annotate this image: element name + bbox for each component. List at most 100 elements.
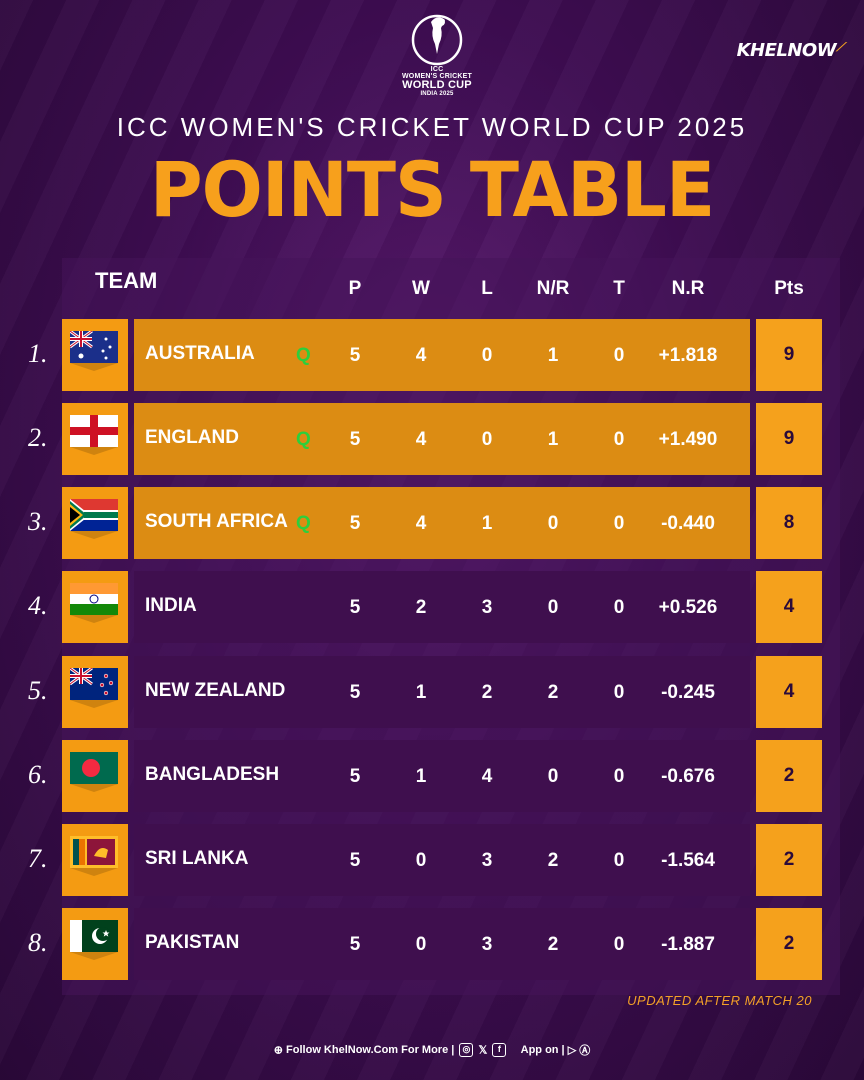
cell-points: 4: [756, 571, 822, 643]
header-no-result: N/R: [536, 278, 570, 299]
cell-won: 4: [415, 345, 427, 366]
cell-points: 2: [756, 740, 822, 812]
cell-tied: 0: [613, 682, 625, 703]
cell-lost: 0: [481, 345, 493, 366]
app-store-icon[interactable]: Ⓐ: [579, 1045, 591, 1057]
rank: 3.: [28, 507, 48, 536]
cell-lost: 2: [481, 682, 493, 703]
header-points: Pts: [774, 278, 804, 299]
rank: 7.: [28, 844, 48, 873]
cell-points: 4: [756, 656, 822, 728]
cell-tied: 0: [613, 597, 625, 618]
instagram-icon[interactable]: ◎: [459, 1043, 474, 1057]
cell-points: 2: [756, 908, 822, 980]
updated-note: UPDATED AFTER MATCH 20: [627, 993, 812, 1008]
cell-won: 1: [415, 682, 427, 703]
cell-tied: 0: [613, 429, 625, 450]
table-row: [134, 824, 750, 896]
swoosh-icon: ⟋: [836, 40, 844, 54]
cell-tied: 0: [613, 934, 625, 955]
icc-logo: ICC WOMEN'S CRICKET WORLD CUP INDIA 2025: [392, 10, 482, 97]
flag-box: [62, 571, 128, 643]
rank: 6.: [28, 760, 48, 789]
cell-lost: 1: [481, 513, 493, 534]
cell-no-result: 1: [547, 429, 559, 450]
south-africa-flag-icon: [70, 499, 118, 531]
cell-won: 2: [415, 597, 427, 618]
team-name: SOUTH AFRICA: [145, 511, 288, 532]
team-name: NEW ZEALAND: [145, 680, 286, 701]
header-tied: T: [613, 278, 625, 299]
cell-lost: 3: [481, 597, 493, 618]
cell-nrr: -1.564: [661, 850, 715, 871]
flag-box: [62, 740, 128, 812]
bangladesh-flag-icon: [70, 752, 118, 784]
logo-icc: ICC: [430, 66, 444, 73]
cell-played: 5: [349, 766, 361, 787]
rank: 2.: [28, 423, 48, 452]
cell-played: 5: [349, 934, 361, 955]
rank: 4.: [28, 591, 48, 620]
facebook-icon[interactable]: f: [492, 1043, 507, 1057]
team-name: AUSTRALIA: [145, 343, 255, 364]
cell-lost: 3: [481, 934, 493, 955]
cell-won: 0: [415, 850, 427, 871]
team-name: ENGLAND: [145, 427, 239, 448]
cell-tied: 0: [613, 345, 625, 366]
cell-lost: 3: [481, 850, 493, 871]
flag-box: [62, 403, 128, 475]
header-played: P: [348, 278, 362, 299]
rank: 8.: [28, 928, 48, 957]
table-row: [134, 319, 750, 391]
qualified-badge: Q: [296, 429, 311, 450]
cell-won: 4: [415, 429, 427, 450]
cell-played: 5: [349, 429, 361, 450]
table-row: [134, 571, 750, 643]
qualified-badge: Q: [296, 513, 311, 534]
table-row: [134, 740, 750, 812]
cell-tied: 0: [613, 766, 625, 787]
cell-nrr: -0.440: [661, 513, 715, 534]
table-row: [134, 908, 750, 980]
cell-points: 9: [756, 403, 822, 475]
cell-nrr: +0.526: [658, 597, 718, 618]
cell-nrr: -0.676: [661, 766, 715, 787]
x-icon[interactable]: 𝕏: [478, 1044, 488, 1057]
khelnow-logo: KHELNOW⟋: [736, 40, 845, 61]
england-flag-icon: [70, 415, 118, 447]
flag-box: [62, 824, 128, 896]
header-team: TEAM: [95, 268, 158, 293]
cell-played: 5: [349, 345, 361, 366]
footer: ⊕ Follow KhelNow.Com For More | ◎ 𝕏 f Ap…: [0, 1042, 864, 1058]
team-name: SRI LANKA: [145, 848, 249, 869]
cell-no-result: 0: [547, 513, 559, 534]
table-row: [134, 403, 750, 475]
cell-won: 4: [415, 513, 427, 534]
header-won: W: [412, 278, 430, 299]
sri-lanka-flag-icon: [70, 836, 118, 868]
logo-india: INDIA 2025: [420, 91, 454, 97]
cell-no-result: 1: [547, 345, 559, 366]
cell-no-result: 2: [547, 682, 559, 703]
cell-lost: 4: [481, 766, 493, 787]
play-store-icon[interactable]: ▷: [567, 1044, 577, 1057]
cell-played: 5: [349, 682, 361, 703]
cell-points: 8: [756, 487, 822, 559]
cell-won: 0: [415, 934, 427, 955]
cell-played: 5: [349, 850, 361, 871]
cell-points: 9: [756, 319, 822, 391]
rank: 5.: [28, 676, 48, 705]
flag-box: [62, 908, 128, 980]
cell-no-result: 2: [547, 850, 559, 871]
header-nrr: N.R: [671, 278, 705, 299]
team-name: PAKISTAN: [145, 932, 240, 953]
globe-icon: ⊕: [273, 1044, 283, 1057]
cell-tied: 0: [613, 513, 625, 534]
page-title: POINTS TABLE: [149, 145, 715, 235]
india-flag-icon: [70, 583, 118, 615]
logo-womens: WOMEN'S CRICKET: [402, 73, 472, 80]
team-name: BANGLADESH: [145, 764, 280, 785]
cell-nrr: +1.818: [658, 345, 718, 366]
cell-played: 5: [349, 597, 361, 618]
trophy-icon: [411, 14, 463, 66]
